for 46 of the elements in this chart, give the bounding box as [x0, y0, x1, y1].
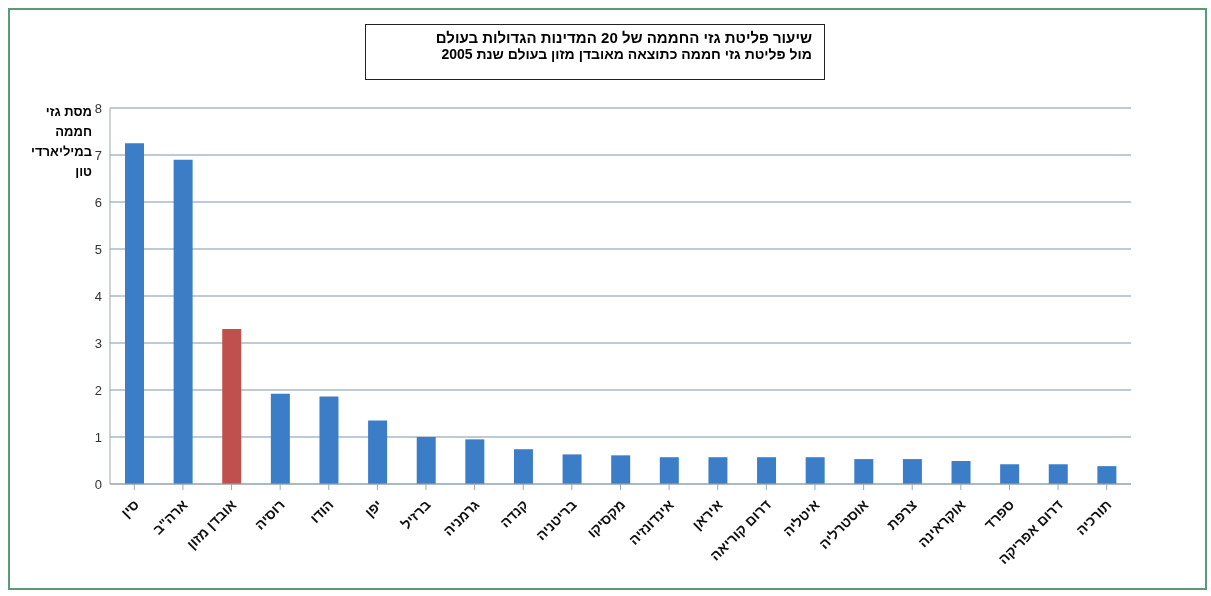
- chart-title: שיעור פליטת גזי החממה של 20 המדינות הגדולות בעולם: [434, 29, 812, 46]
- bar: [562, 454, 582, 484]
- bar: [902, 459, 922, 484]
- bar: [757, 457, 777, 484]
- y-tick-label: 2: [94, 382, 102, 398]
- x-tick-label: יפן: [361, 496, 386, 521]
- x-tick-label: הודו: [306, 496, 337, 527]
- x-tick-label: גרמניה: [440, 496, 483, 539]
- bar: [854, 459, 874, 484]
- bar: [659, 457, 679, 484]
- bar: [173, 159, 193, 484]
- bar: [708, 457, 728, 484]
- y-tick-label: 1: [94, 429, 102, 445]
- x-tick-label: רוסיה: [251, 496, 288, 533]
- y-tick-label: 3: [94, 335, 102, 351]
- bar: [513, 449, 533, 484]
- bar: [1097, 466, 1117, 484]
- bar: [270, 393, 290, 484]
- x-tick-label: ארה"ב: [149, 496, 192, 538]
- y-tick-label: 4: [94, 288, 102, 304]
- chart-subtitle: מול פליטת גזי חממה כתוצאה מאובדן מזון בעולם שנת 2005: [440, 46, 812, 62]
- x-tick-label: צרפת: [883, 496, 920, 533]
- y-tick-label: 0: [94, 476, 102, 492]
- x-tick-label: סין: [117, 496, 143, 521]
- y-tick-label: 8: [94, 100, 102, 116]
- bar: [319, 396, 339, 484]
- y-tick-label: 5: [94, 241, 102, 257]
- y-tick-label: 7: [94, 147, 102, 163]
- y-axis-title: מסת גזי חממה במיליארדי טון: [30, 103, 92, 181]
- y-tick-label: 6: [94, 194, 102, 210]
- x-tick-label: קנדה: [496, 496, 532, 531]
- x-tick-label: איטליה: [779, 496, 824, 540]
- bar: [222, 328, 242, 484]
- x-tick-label: בריטניה: [532, 496, 580, 544]
- x-tick-label: ספרד: [981, 496, 1018, 533]
- bar: [951, 460, 971, 484]
- bar: [1048, 464, 1068, 484]
- bar: [125, 143, 144, 484]
- bar: [465, 439, 485, 484]
- x-tick-label: ברזיל: [397, 496, 434, 533]
- x-tick-label: תורכיה: [1072, 496, 1115, 539]
- bar: [368, 420, 388, 484]
- bar: [416, 437, 436, 484]
- bar: [611, 455, 631, 484]
- bar: [805, 457, 825, 484]
- bar: [1000, 464, 1020, 484]
